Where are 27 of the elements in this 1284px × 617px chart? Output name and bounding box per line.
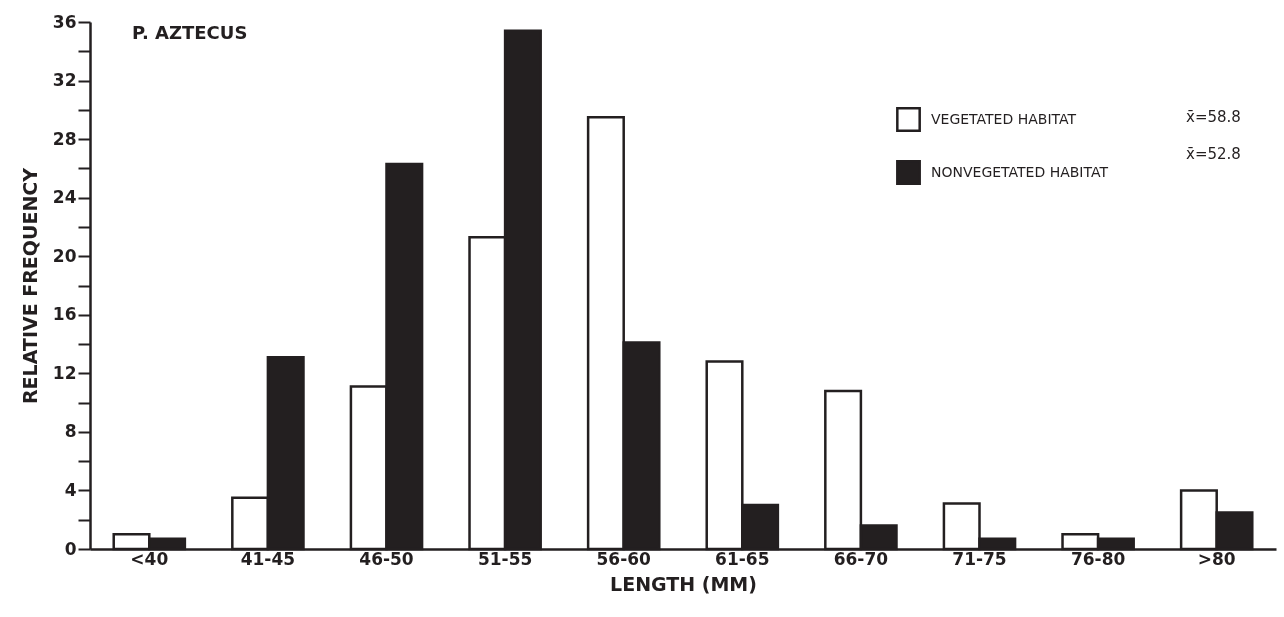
x-tick-label: 51-55 <box>477 548 533 569</box>
y-tick-label: 12 <box>52 362 77 383</box>
y-tick-label: 24 <box>52 187 77 208</box>
x-tick-label: 56-60 <box>596 548 652 569</box>
y-tick-label: 8 <box>64 421 77 442</box>
chart-title: P. AZTECUS <box>132 22 248 43</box>
x-axis-title: LENGTH (MM) <box>610 572 757 595</box>
annotation: x̄=52.8 <box>1186 145 1241 163</box>
y-tick-label: 20 <box>52 245 77 266</box>
x-tick-label: 41-45 <box>240 548 296 569</box>
legend-label: VEGETATED HABITAT <box>931 110 1077 127</box>
x-tick-label: <40 <box>130 548 169 569</box>
x-tick-label: 66-70 <box>833 548 889 569</box>
legend-label: NONVEGETATED HABITAT <box>931 163 1109 180</box>
y-tick-label: 4 <box>64 479 77 500</box>
y-tick-label: 36 <box>52 11 77 32</box>
x-tick-label: 61-65 <box>715 548 770 569</box>
x-tick-label: 46-50 <box>359 548 414 569</box>
y-tick-label: 0 <box>64 538 77 559</box>
x-tick-label: >80 <box>1197 548 1236 569</box>
y-tick-label: 16 <box>52 304 77 325</box>
y-axis-title: RELATIVE FREQUENCY <box>18 167 41 405</box>
annotation: x̄=58.8 <box>1186 108 1241 126</box>
x-tick-label: 76-80 <box>1070 548 1126 569</box>
x-tick-label: 71-75 <box>952 548 1007 569</box>
y-tick-label: 28 <box>52 128 77 149</box>
y-tick-label: 32 <box>52 70 77 91</box>
